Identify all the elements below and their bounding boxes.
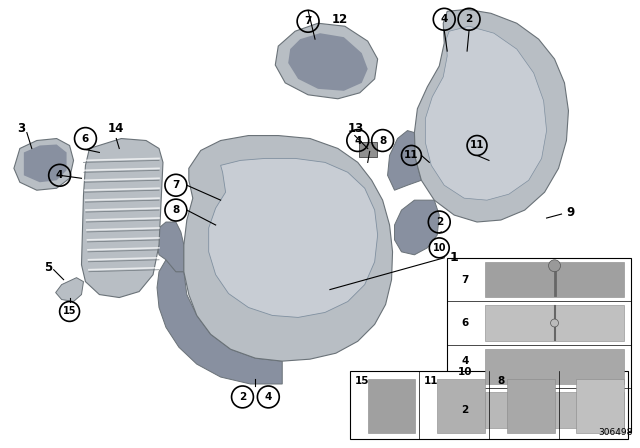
Text: 4: 4 — [56, 170, 63, 180]
Polygon shape — [81, 138, 163, 297]
Text: 2: 2 — [461, 405, 468, 415]
Text: 7: 7 — [461, 275, 468, 284]
Text: 3: 3 — [17, 122, 25, 135]
Polygon shape — [14, 138, 74, 190]
Text: 2: 2 — [239, 392, 246, 402]
Bar — [577, 379, 624, 433]
Bar — [485, 349, 624, 384]
Text: 15: 15 — [355, 376, 369, 386]
Text: 8: 8 — [497, 376, 504, 386]
Text: 306498: 306498 — [598, 428, 633, 437]
Text: 4: 4 — [354, 136, 362, 146]
Text: 11: 11 — [404, 151, 419, 160]
Text: 15: 15 — [63, 306, 76, 316]
Polygon shape — [388, 130, 421, 190]
Text: 4: 4 — [264, 392, 272, 402]
Text: 12: 12 — [332, 13, 348, 26]
Polygon shape — [56, 278, 83, 302]
Text: 6: 6 — [461, 318, 468, 328]
Text: 11: 11 — [470, 141, 484, 151]
Text: 10: 10 — [433, 243, 446, 253]
Text: 7: 7 — [305, 16, 312, 26]
Bar — [350, 371, 628, 439]
Text: 4
10: 4 10 — [458, 356, 472, 377]
Bar — [507, 379, 554, 433]
Polygon shape — [24, 145, 67, 182]
Bar — [447, 258, 631, 432]
Polygon shape — [209, 159, 378, 318]
Polygon shape — [157, 260, 282, 384]
Polygon shape — [184, 136, 392, 361]
Polygon shape — [426, 26, 547, 200]
Bar — [485, 392, 624, 428]
Text: 4: 4 — [440, 14, 448, 24]
Text: 11: 11 — [424, 376, 438, 386]
Text: 13: 13 — [348, 122, 364, 135]
Bar — [368, 379, 415, 433]
Text: 8: 8 — [379, 136, 386, 146]
Text: 1: 1 — [449, 251, 458, 264]
Polygon shape — [415, 9, 568, 222]
Text: 6: 6 — [82, 134, 89, 143]
Text: 2: 2 — [436, 217, 443, 227]
Bar — [485, 262, 624, 297]
Circle shape — [548, 260, 561, 271]
Text: 14: 14 — [108, 122, 124, 135]
Text: 9: 9 — [566, 206, 575, 219]
Text: 5: 5 — [44, 261, 52, 274]
Text: 2: 2 — [465, 14, 473, 24]
Circle shape — [550, 319, 559, 327]
Bar — [437, 379, 485, 433]
FancyBboxPatch shape — [359, 142, 377, 157]
Polygon shape — [275, 23, 378, 99]
Polygon shape — [288, 33, 368, 91]
Bar — [485, 305, 624, 341]
Polygon shape — [156, 222, 184, 271]
Polygon shape — [394, 200, 439, 255]
Text: 7: 7 — [172, 180, 180, 190]
Text: 8: 8 — [172, 205, 180, 215]
